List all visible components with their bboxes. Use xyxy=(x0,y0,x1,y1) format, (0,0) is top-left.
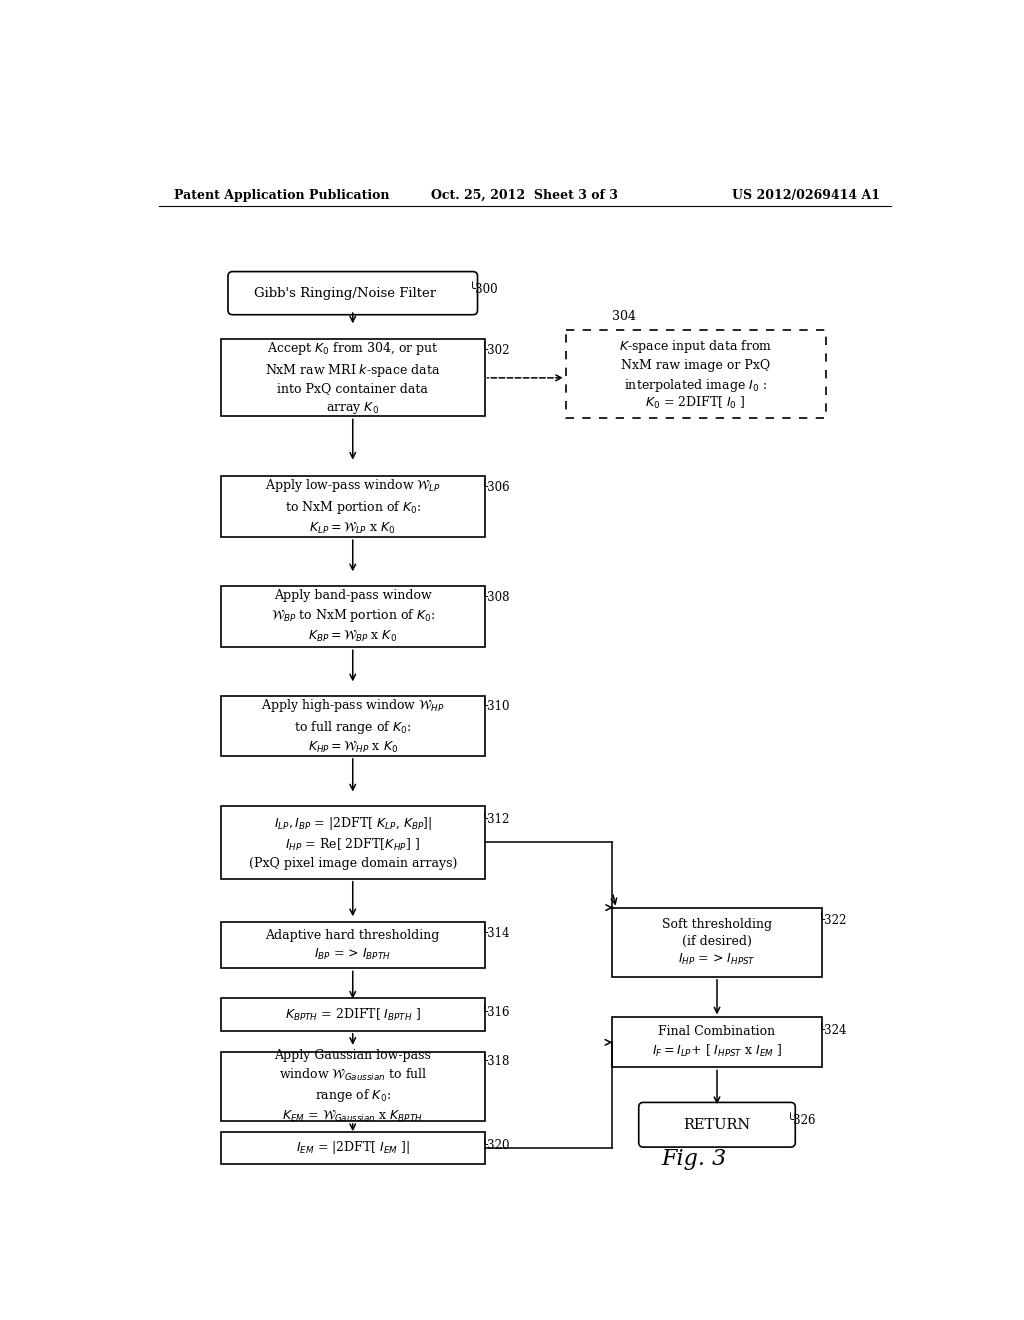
Text: Apply band-pass window
$\mathcal{W}_{BP}$ to NxM portion of $K_0$:
$K_{BP} = \ma: Apply band-pass window $\mathcal{W}_{BP}… xyxy=(270,590,435,644)
Text: $K_{BPTH}$ = 2DIFT[ $I_{BPTH}$ ]: $K_{BPTH}$ = 2DIFT[ $I_{BPTH}$ ] xyxy=(285,1007,421,1023)
FancyBboxPatch shape xyxy=(221,923,484,969)
Text: $K_0$ = 2DIFT[ $I_0$ ]: $K_0$ = 2DIFT[ $I_0$ ] xyxy=(645,395,746,412)
Text: RETURN: RETURN xyxy=(683,1118,751,1131)
FancyBboxPatch shape xyxy=(221,475,484,537)
Text: Final Combination
$I_F = I_{LP}$+ [ $I_{HPST}$ x $I_{EM}$ ]: Final Combination $I_F = I_{LP}$+ [ $I_{… xyxy=(651,1026,782,1060)
Text: $I_{EM}$ = |2DFT[ $I_{EM}$ ]|: $I_{EM}$ = |2DFT[ $I_{EM}$ ]| xyxy=(296,1139,410,1156)
FancyBboxPatch shape xyxy=(221,998,484,1031)
FancyBboxPatch shape xyxy=(221,1131,484,1164)
Text: Fig. 3: Fig. 3 xyxy=(662,1148,726,1171)
FancyBboxPatch shape xyxy=(612,1018,821,1068)
Text: Gibb's Ringing/Noise Filter: Gibb's Ringing/Noise Filter xyxy=(254,286,436,300)
Text: ╰300: ╰300 xyxy=(469,282,499,296)
Text: ╰310: ╰310 xyxy=(480,700,510,713)
Text: Apply high-pass window $\mathcal{W}_{HP}$
to full range of $K_0$:
$K_{HP} = \mat: Apply high-pass window $\mathcal{W}_{HP}… xyxy=(261,697,444,755)
FancyBboxPatch shape xyxy=(228,272,477,314)
Text: Adaptive hard thresholding
$I_{BP}$ = > $I_{BPTH}$: Adaptive hard thresholding $I_{BP}$ = > … xyxy=(265,929,440,961)
FancyBboxPatch shape xyxy=(612,908,821,977)
FancyBboxPatch shape xyxy=(221,696,484,756)
Text: ╰302: ╰302 xyxy=(480,345,510,358)
Text: $K$-space input data from
NxM raw image or PxQ
interpolated image $I_0$ :: $K$-space input data from NxM raw image … xyxy=(620,338,772,395)
FancyBboxPatch shape xyxy=(221,1052,484,1121)
Text: Soft thresholding
(if desired)
$I_{HP}$ = > $I_{HPST}$: Soft thresholding (if desired) $I_{HP}$ … xyxy=(662,917,772,968)
Text: Patent Application Publication: Patent Application Publication xyxy=(174,189,390,202)
Text: ╰318: ╰318 xyxy=(480,1055,510,1068)
Text: Apply Gaussian low-pass
window $\mathcal{W}_{Gaussian}$ to full
range of $K_0$:
: Apply Gaussian low-pass window $\mathcal… xyxy=(274,1048,431,1123)
Text: US 2012/0269414 A1: US 2012/0269414 A1 xyxy=(732,189,880,202)
Text: ╰316: ╰316 xyxy=(480,1006,510,1019)
Text: ╰314: ╰314 xyxy=(480,927,510,940)
FancyBboxPatch shape xyxy=(221,339,484,416)
FancyBboxPatch shape xyxy=(639,1102,796,1147)
Text: ╰320: ╰320 xyxy=(480,1139,510,1152)
Text: 304: 304 xyxy=(612,310,636,323)
Text: ╰306: ╰306 xyxy=(480,480,510,494)
Text: Accept $K_0$ from 304, or put
NxM raw MRI $k$-space data
into PxQ container data: Accept $K_0$ from 304, or put NxM raw MR… xyxy=(265,339,440,416)
Text: ╰308: ╰308 xyxy=(480,591,510,603)
Text: ╰312: ╰312 xyxy=(480,813,510,825)
Text: Oct. 25, 2012  Sheet 3 of 3: Oct. 25, 2012 Sheet 3 of 3 xyxy=(431,189,618,202)
Text: $I_{LP}, I_{BP}$ = |2DFT[ $K_{LP}$, $K_{BP}$]|
$I_{HP}$ = Re[ 2DFT[$K_{HP}$] ]
(: $I_{LP}, I_{BP}$ = |2DFT[ $K_{LP}$, $K_{… xyxy=(249,814,457,870)
Text: ╰322: ╰322 xyxy=(818,915,847,927)
Text: ╰324: ╰324 xyxy=(818,1024,847,1038)
Text: ╰326: ╰326 xyxy=(786,1114,816,1127)
FancyBboxPatch shape xyxy=(221,805,484,879)
FancyBboxPatch shape xyxy=(566,330,825,418)
FancyBboxPatch shape xyxy=(221,586,484,647)
Text: Apply low-pass window $\mathcal{W}_{LP}$
to NxM portion of $K_0$:
$K_{LP} = \mat: Apply low-pass window $\mathcal{W}_{LP}$… xyxy=(265,478,440,536)
